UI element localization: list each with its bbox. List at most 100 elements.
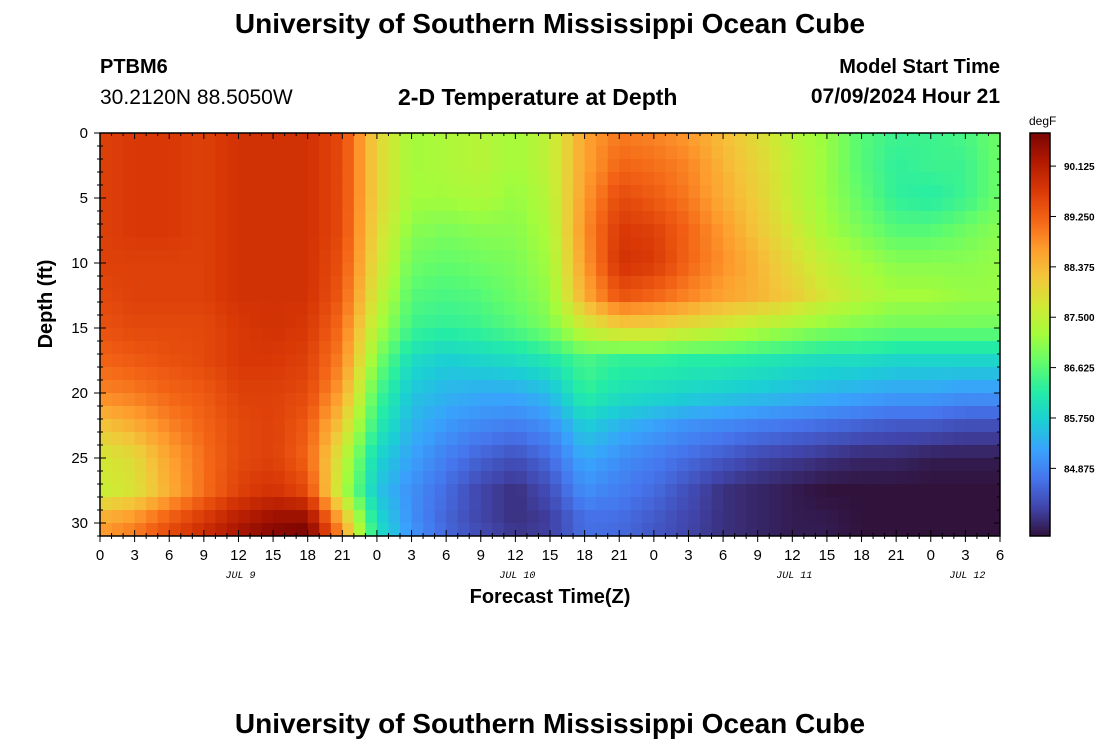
heatmap-cell xyxy=(653,393,666,407)
heatmap-cell xyxy=(457,432,470,446)
heatmap-cell xyxy=(561,406,574,420)
heatmap-cell xyxy=(319,263,332,277)
heatmap-cell xyxy=(319,484,332,498)
heatmap-cell xyxy=(526,133,539,147)
heatmap-cell xyxy=(711,289,724,303)
heatmap-cell xyxy=(953,406,966,420)
heatmap-cell xyxy=(573,224,586,238)
heatmap-cell xyxy=(515,263,528,277)
heatmap-cell xyxy=(861,510,874,524)
heatmap-cell xyxy=(146,133,159,147)
heatmap-cell xyxy=(619,445,632,459)
heatmap-cell xyxy=(942,497,955,511)
heatmap-cell xyxy=(180,354,193,368)
heatmap-cell xyxy=(630,224,643,238)
heatmap-cell xyxy=(642,185,655,199)
heatmap-cell xyxy=(123,354,136,368)
heatmap-cell xyxy=(907,159,920,173)
heatmap-cell xyxy=(169,380,182,394)
heatmap-cell xyxy=(907,146,920,160)
heatmap-cell xyxy=(100,471,112,485)
heatmap-cell xyxy=(976,328,989,342)
heatmap-cell xyxy=(596,497,609,511)
heatmap-cell xyxy=(203,289,216,303)
heatmap-cell xyxy=(296,224,309,238)
heatmap-cell xyxy=(469,419,482,433)
heatmap-cell xyxy=(307,510,320,524)
heatmap-cell xyxy=(700,302,712,316)
heatmap-cell xyxy=(803,146,816,160)
heatmap-cell xyxy=(584,237,597,251)
heatmap-cell xyxy=(192,419,205,433)
heatmap-cell xyxy=(930,172,943,186)
heatmap-cell xyxy=(330,289,343,303)
heatmap-cell xyxy=(584,354,597,368)
heatmap-cell xyxy=(850,185,862,199)
heatmap-cell xyxy=(100,133,112,147)
heatmap-cell xyxy=(503,315,516,329)
heatmap-cell xyxy=(492,146,505,160)
heatmap-cell xyxy=(734,315,747,329)
heatmap-cell xyxy=(665,276,678,290)
heatmap-cell xyxy=(411,341,424,355)
heatmap-cell xyxy=(884,510,897,524)
heatmap-cell xyxy=(942,510,955,524)
heatmap-cell xyxy=(273,523,286,536)
heatmap-cell xyxy=(688,302,701,316)
heatmap-cell xyxy=(919,198,932,212)
heatmap-cell xyxy=(469,146,482,160)
heatmap-cell xyxy=(296,315,309,329)
heatmap-cell xyxy=(676,237,689,251)
heatmap-cell xyxy=(734,302,747,316)
heatmap-cell xyxy=(619,159,632,173)
heatmap-cell xyxy=(953,393,966,407)
heatmap-cell xyxy=(261,211,274,225)
heatmap-cell xyxy=(688,471,701,485)
colorbar-tick-label: 88.375 xyxy=(1064,263,1095,274)
heatmap-cell xyxy=(284,224,297,238)
heatmap-cell xyxy=(446,380,459,394)
heatmap-cell xyxy=(134,510,147,524)
heatmap-cell xyxy=(965,510,978,524)
heatmap-cell xyxy=(838,497,851,511)
heatmap-cell xyxy=(815,159,828,173)
heatmap-cell xyxy=(238,237,251,251)
heatmap-cell xyxy=(353,315,366,329)
heatmap-cell xyxy=(330,445,343,459)
heatmap-cell xyxy=(180,315,193,329)
heatmap-cell xyxy=(826,211,839,225)
heatmap-cell xyxy=(480,159,493,173)
heatmap-cell xyxy=(434,237,447,251)
heatmap-cell xyxy=(630,159,643,173)
heatmap-cell xyxy=(226,432,239,446)
heatmap-cell xyxy=(815,497,828,511)
heatmap-cell xyxy=(930,354,943,368)
heatmap-cell xyxy=(942,341,955,355)
heatmap-cell xyxy=(526,211,539,225)
heatmap-cell xyxy=(411,523,424,536)
heatmap-cell xyxy=(976,250,989,264)
heatmap-cell xyxy=(319,380,332,394)
heatmap-cell xyxy=(319,458,332,472)
heatmap-cell xyxy=(250,198,262,212)
heatmap-cell xyxy=(850,224,862,238)
heatmap-cell xyxy=(169,458,182,472)
heatmap-cell xyxy=(111,380,124,394)
heatmap-cell xyxy=(550,419,562,433)
heatmap-cell xyxy=(365,328,378,342)
heatmap-cell xyxy=(434,133,447,147)
heatmap-cell xyxy=(469,341,482,355)
heatmap-cell xyxy=(307,250,320,264)
heatmap-cell xyxy=(492,393,505,407)
heatmap-cell xyxy=(400,328,412,342)
heatmap-cell xyxy=(296,354,309,368)
heatmap-cell xyxy=(769,211,782,225)
heatmap-cell xyxy=(400,133,412,147)
heatmap-cell xyxy=(250,185,262,199)
heatmap-cell xyxy=(550,380,562,394)
heatmap-cell xyxy=(700,445,712,459)
heatmap-cell xyxy=(180,471,193,485)
heatmap-cell xyxy=(480,263,493,277)
heatmap-cell xyxy=(838,380,851,394)
heatmap-cell xyxy=(561,172,574,186)
